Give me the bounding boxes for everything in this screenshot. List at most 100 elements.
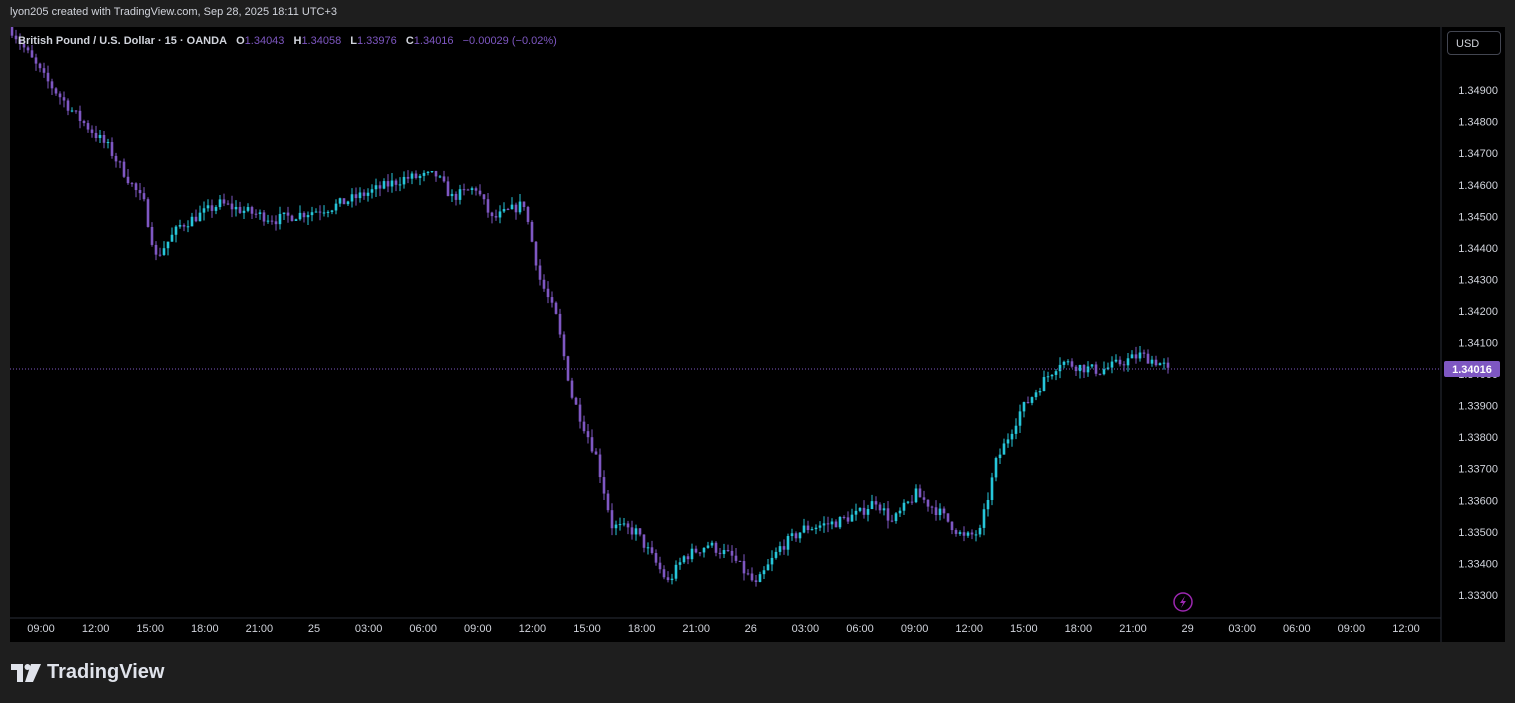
candle bbox=[378, 181, 382, 197]
candle bbox=[670, 573, 674, 585]
last-price-label: 1.34016 bbox=[1452, 364, 1492, 376]
candle bbox=[654, 549, 658, 566]
candle-body bbox=[810, 529, 814, 531]
candle bbox=[1026, 396, 1030, 404]
candle-body bbox=[578, 404, 582, 422]
candle bbox=[1126, 352, 1130, 372]
candle bbox=[958, 530, 962, 536]
lightning-icon[interactable] bbox=[1173, 592, 1193, 612]
candle bbox=[62, 91, 66, 108]
x-tick-label: 15:00 bbox=[1010, 623, 1038, 635]
candle bbox=[990, 472, 994, 506]
candle-body bbox=[246, 207, 250, 211]
candle bbox=[906, 500, 910, 505]
candle bbox=[122, 158, 126, 179]
candle bbox=[538, 259, 542, 286]
candle bbox=[698, 552, 702, 557]
candle bbox=[262, 210, 266, 226]
candle-body bbox=[1114, 359, 1118, 362]
candle bbox=[358, 187, 362, 203]
chart-panel[interactable]: 1.33300 1.33400 1.33500 1.33600 1.33700 1.338… bbox=[10, 27, 1505, 642]
candle-body bbox=[946, 513, 950, 522]
candle-body bbox=[226, 203, 230, 205]
candle bbox=[458, 184, 462, 205]
candle-body bbox=[882, 508, 886, 511]
candle-body bbox=[742, 561, 746, 574]
candle bbox=[330, 209, 334, 215]
symbol-title[interactable]: British Pound / U.S. Dollar · 15 · OANDA bbox=[18, 35, 228, 47]
candle bbox=[174, 225, 178, 243]
candle-body bbox=[458, 189, 462, 200]
tradingview-logo[interactable]: TradingView bbox=[11, 661, 164, 684]
candle-body bbox=[970, 532, 974, 535]
candle-body bbox=[370, 189, 374, 193]
candle-body bbox=[98, 134, 102, 139]
candle bbox=[1114, 354, 1118, 363]
x-tick-label: 12:00 bbox=[1392, 623, 1420, 635]
candle-body bbox=[722, 550, 726, 555]
candle bbox=[966, 531, 970, 538]
candle-body bbox=[22, 43, 26, 48]
candle-body bbox=[154, 244, 158, 255]
currency-button[interactable]: USD bbox=[1447, 31, 1501, 55]
candle bbox=[446, 176, 450, 197]
candle-body bbox=[146, 199, 150, 227]
candle-body bbox=[538, 265, 542, 280]
y-tick-label: 1.34400 bbox=[1458, 243, 1498, 255]
candle-body bbox=[102, 134, 106, 143]
candle bbox=[782, 539, 786, 555]
candle bbox=[246, 203, 250, 213]
candle bbox=[1158, 362, 1162, 366]
candle bbox=[170, 227, 174, 242]
candle-body bbox=[758, 574, 762, 583]
candle bbox=[746, 569, 750, 576]
candle bbox=[1078, 364, 1082, 379]
candle bbox=[658, 556, 662, 574]
candle-body bbox=[1042, 377, 1046, 392]
candle-body bbox=[662, 569, 666, 578]
candle-body bbox=[1118, 359, 1122, 365]
candle bbox=[686, 553, 690, 565]
candle-body bbox=[678, 562, 682, 565]
candle-body bbox=[878, 504, 882, 511]
candle-body bbox=[134, 183, 138, 191]
candle-body bbox=[74, 110, 78, 112]
candle-body bbox=[242, 210, 246, 213]
x-tick-label: 21:00 bbox=[682, 623, 710, 635]
y-tick-label: 1.33800 bbox=[1458, 432, 1498, 444]
candle-body bbox=[930, 506, 934, 508]
close-key: C bbox=[405, 35, 414, 47]
candle-body bbox=[166, 241, 170, 249]
candle bbox=[426, 170, 430, 176]
candle-body bbox=[486, 199, 490, 213]
candle bbox=[186, 220, 190, 233]
candle bbox=[642, 534, 646, 553]
candle-body bbox=[650, 547, 654, 554]
candle bbox=[474, 186, 478, 196]
x-tick-label: 21:00 bbox=[1119, 623, 1147, 635]
candle-body bbox=[110, 142, 114, 156]
candle-body bbox=[526, 207, 530, 222]
candle-body bbox=[10, 27, 14, 36]
candle-body bbox=[1154, 359, 1158, 366]
y-tick-label: 1.33700 bbox=[1458, 464, 1498, 476]
candle bbox=[922, 490, 926, 504]
candle-body bbox=[834, 521, 838, 528]
candle bbox=[550, 291, 554, 308]
candle bbox=[710, 540, 714, 548]
candle-body bbox=[314, 211, 318, 213]
candle bbox=[370, 184, 374, 199]
price-chart[interactable]: 1.33300 1.33400 1.33500 1.33600 1.33700 1.338… bbox=[10, 27, 1505, 642]
candle bbox=[1034, 389, 1038, 401]
candle bbox=[74, 110, 78, 114]
candle bbox=[390, 173, 394, 193]
candle-body bbox=[858, 507, 862, 511]
candle-body bbox=[122, 161, 126, 177]
candle bbox=[498, 205, 502, 224]
candle-body bbox=[66, 100, 70, 111]
x-tick-label: 03:00 bbox=[355, 623, 383, 635]
candle-body bbox=[770, 557, 774, 565]
candle-body bbox=[986, 499, 990, 510]
x-tick-label: 21:00 bbox=[246, 623, 274, 635]
candle bbox=[486, 192, 490, 218]
